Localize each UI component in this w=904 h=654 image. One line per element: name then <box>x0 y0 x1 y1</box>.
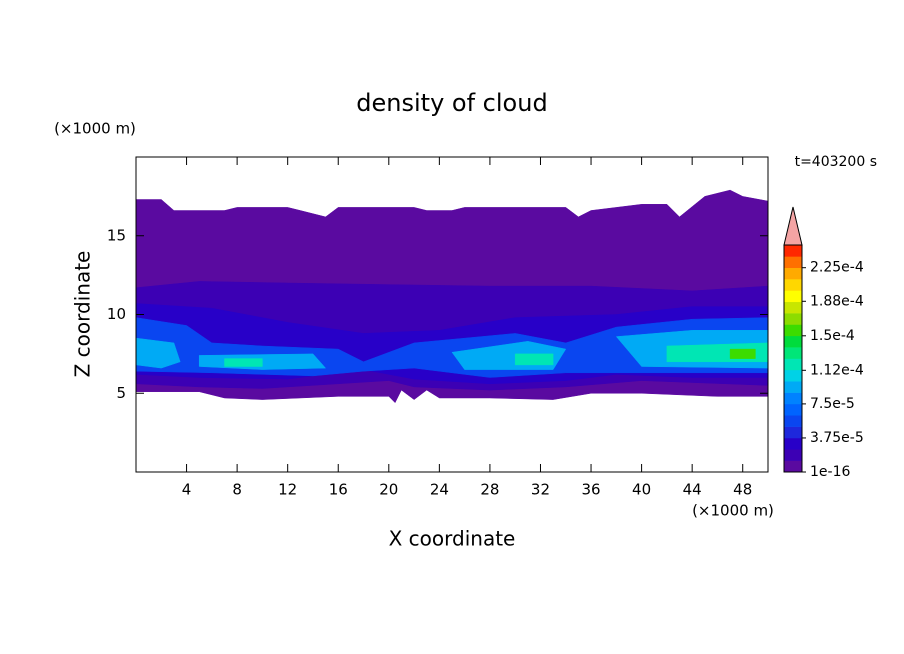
colorbar-extend <box>783 206 803 246</box>
colorbar-tick-label: 1.5e-4 <box>810 328 855 344</box>
colorbar-segment <box>784 324 802 337</box>
colorbar-segment <box>784 313 802 325</box>
y-axis-label: Z coordinate <box>71 251 95 378</box>
x-tick-label: 36 <box>581 481 600 499</box>
colorbar-segment <box>784 256 802 268</box>
x-tick-label: 12 <box>278 481 297 499</box>
colorbar-segment <box>784 335 802 348</box>
colorbar-segment <box>784 279 802 291</box>
colorbar-segment <box>784 403 802 416</box>
colorbar-segment <box>784 449 802 461</box>
colorbar-tick-label: 7.5e-5 <box>810 396 855 412</box>
colorbar-segment <box>784 267 802 280</box>
y-tick-label: 15 <box>107 226 126 244</box>
x-tick-label: 20 <box>379 481 398 499</box>
y-unit: (×1000 m) <box>54 120 136 138</box>
colorbar-segment <box>784 460 802 473</box>
x-tick-label: 48 <box>733 481 752 499</box>
x-tick-label: 40 <box>632 481 651 499</box>
x-tick-label: 44 <box>683 481 702 499</box>
colorbar-tick-label: 1e-16 <box>810 464 850 480</box>
colorbar-segment <box>784 426 802 439</box>
colorbar-segment <box>784 381 802 393</box>
colorbar-segment <box>784 290 802 303</box>
x-tick-label: 16 <box>329 481 348 499</box>
colorbar-segment <box>784 369 802 382</box>
colorbar-segment <box>784 437 802 450</box>
time-label: t=403200 s <box>795 154 877 170</box>
contour-region <box>729 348 756 359</box>
colorbar-segment <box>784 392 802 405</box>
colorbar-tick-label: 1.12e-4 <box>810 362 864 378</box>
y-tick-label: 10 <box>107 305 126 323</box>
colorbar-segment <box>784 358 802 371</box>
y-tick-label: 5 <box>116 384 126 402</box>
x-tick-label: 8 <box>232 481 242 499</box>
colorbar-segment <box>784 301 802 314</box>
colorbar-tick-label: 1.88e-4 <box>810 293 864 309</box>
colorbar-frame <box>783 244 803 473</box>
x-unit: (×1000 m) <box>692 502 774 520</box>
colorbar-segment <box>784 415 802 427</box>
contour-region <box>514 353 554 366</box>
colorbar-tick-label: 3.75e-5 <box>810 430 864 446</box>
x-tick-label: 24 <box>430 481 449 499</box>
x-tick-label: 28 <box>480 481 499 499</box>
colorbar-segment <box>784 245 802 257</box>
chart-title: density of cloud <box>356 89 547 117</box>
x-tick-label: 32 <box>531 481 550 499</box>
x-tick-label: 4 <box>182 481 192 499</box>
colorbar-segment <box>784 347 802 359</box>
x-axis-label: X coordinate <box>389 527 516 551</box>
contour-region <box>224 358 263 367</box>
colorbar-tick-label: 2.25e-4 <box>810 260 864 276</box>
